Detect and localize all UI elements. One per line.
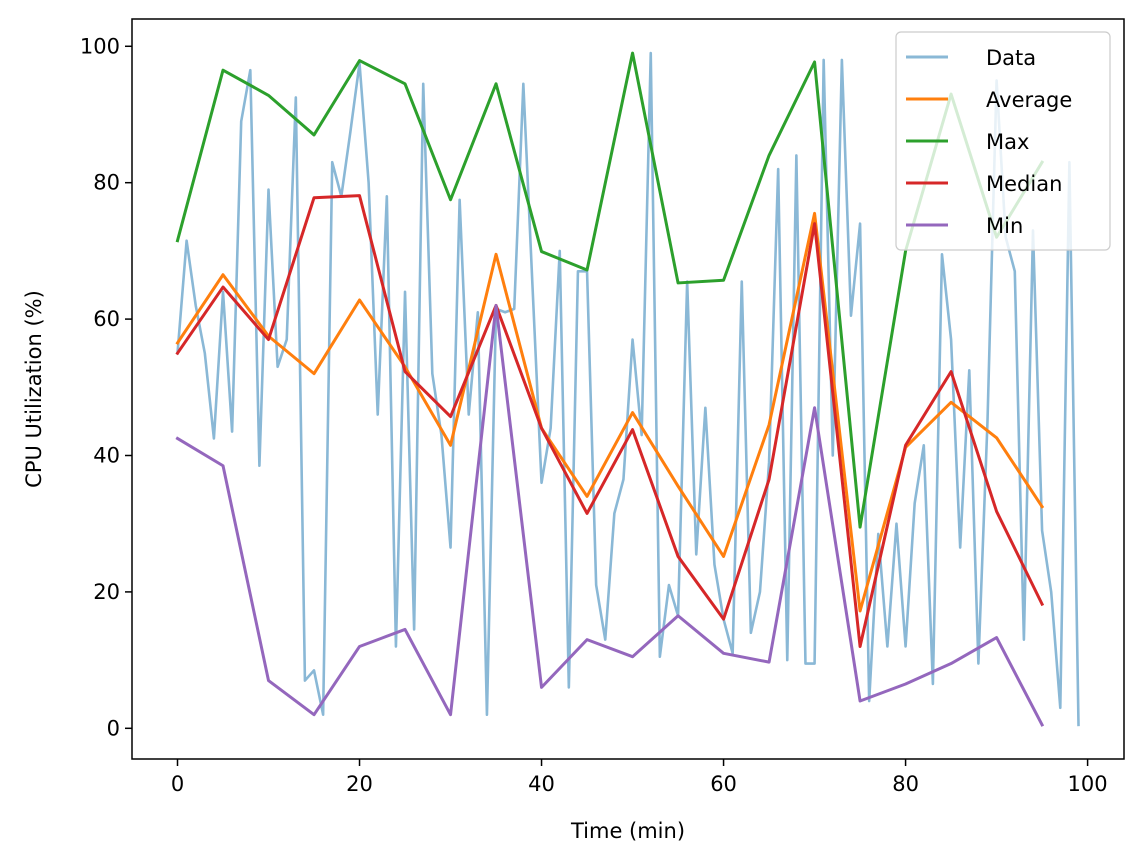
y-tick-label: 0 — [107, 716, 120, 740]
series-line-median — [175, 194, 1045, 648]
x-tick-label: 0 — [171, 772, 184, 796]
y-tick-label: 80 — [93, 171, 120, 195]
y-axis-ticks: 0 20 40 60 80 100 — [80, 34, 132, 740]
series-line-max — [175, 51, 1045, 529]
x-axis-ticks: 0 20 40 60 80 100 — [171, 759, 1108, 796]
y-tick-label: 100 — [80, 34, 120, 58]
axes-frame — [131, 18, 1125, 760]
legend: Data Average Max Median Min — [895, 31, 1111, 251]
legend-label-median: Median — [986, 172, 1062, 196]
legend-label-data: Data — [986, 46, 1036, 70]
x-tick-label: 40 — [528, 772, 555, 796]
x-axis-label: Time (min) — [570, 819, 685, 843]
y-tick-label: 40 — [93, 443, 120, 467]
series-line-min — [175, 303, 1045, 727]
x-tick-label: 60 — [710, 772, 737, 796]
y-axis-label: CPU Utilization (%) — [22, 290, 46, 488]
x-tick-label: 20 — [346, 772, 373, 796]
legend-label-min: Min — [986, 214, 1023, 238]
y-tick-label: 20 — [93, 580, 120, 604]
x-tick-label: 100 — [1068, 772, 1108, 796]
series-layer — [175, 51, 1080, 727]
series-line-data — [176, 51, 1080, 727]
legend-label-max: Max — [986, 130, 1029, 154]
x-tick-label: 80 — [892, 772, 919, 796]
y-tick-label: 60 — [93, 307, 120, 331]
legend-label-average: Average — [986, 88, 1072, 112]
legend-box — [895, 31, 1111, 251]
